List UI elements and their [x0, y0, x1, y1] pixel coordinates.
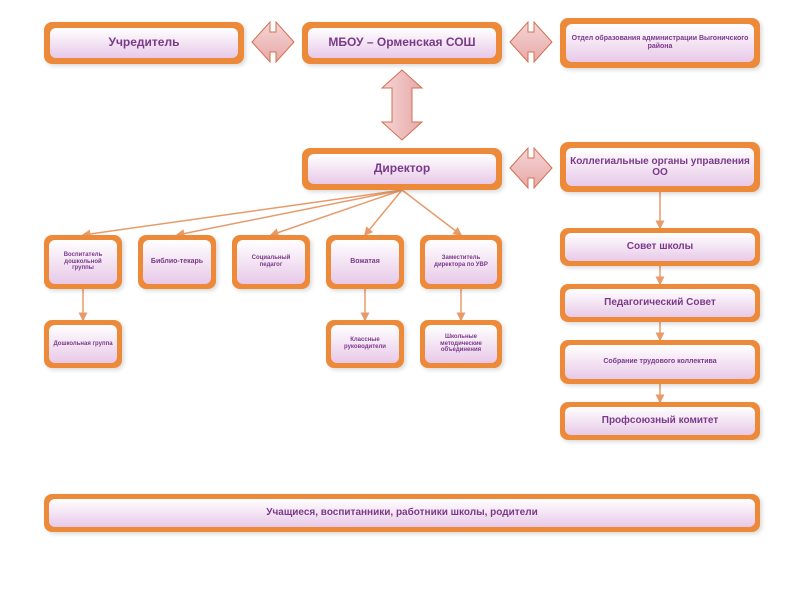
node-pedsovet: Педагогический Совет — [560, 284, 760, 322]
node-socped: Социальный педагог — [232, 235, 310, 289]
node-sobranie: Собрание трудового коллектива — [560, 340, 760, 384]
node-vozhat: Вожатая — [326, 235, 404, 289]
bidir-arrow-a1 — [252, 22, 294, 62]
node-sovet-label: Совет школы — [565, 233, 755, 261]
node-vozhat-label: Вожатая — [331, 240, 399, 284]
node-vospit-label: Воспитатель дошкольной группы — [49, 240, 117, 284]
node-biblio-label: Библио-текарь — [143, 240, 211, 284]
node-dept: Отдел образования администрации Выгоничс… — [560, 18, 760, 68]
node-vospit: Воспитатель дошкольной группы — [44, 235, 122, 289]
node-collegial: Коллегиальные органы управления ОО — [560, 142, 760, 192]
connector-4 — [402, 190, 461, 235]
node-students: Учащиеся, воспитанники, работники школы,… — [44, 494, 760, 532]
node-collegial-label: Коллегиальные органы управления ОО — [566, 148, 754, 186]
node-pedsovet-label: Педагогический Совет — [565, 289, 755, 317]
connector-0 — [83, 190, 402, 235]
node-doshgroup-label: Дошкольная группа — [49, 325, 117, 363]
node-metod-label: Школьные методические объединения — [425, 325, 497, 363]
bidir-arrow-a3 — [382, 70, 422, 140]
node-zamdir-label: Заместитель директора по УВР — [425, 240, 497, 284]
node-school-label: МБОУ – Орменская СОШ — [308, 28, 496, 58]
bidir-arrow-a2 — [510, 22, 552, 62]
node-director-label: Директор — [308, 154, 496, 184]
node-dept-label: Отдел образования администрации Выгоничс… — [566, 24, 754, 62]
node-klassruk: Классные руководители — [326, 320, 404, 368]
node-zamdir: Заместитель директора по УВР — [420, 235, 502, 289]
node-profkom-label: Профсоюзный комитет — [565, 407, 755, 435]
node-profkom: Профсоюзный комитет — [560, 402, 760, 440]
connector-1 — [177, 190, 402, 235]
node-sovet: Совет школы — [560, 228, 760, 266]
node-metod: Школьные методические объединения — [420, 320, 502, 368]
node-klassruk-label: Классные руководители — [331, 325, 399, 363]
node-biblio: Библио-текарь — [138, 235, 216, 289]
node-school: МБОУ – Орменская СОШ — [302, 22, 502, 64]
node-sobranie-label: Собрание трудового коллектива — [565, 345, 755, 379]
node-socped-label: Социальный педагог — [237, 240, 305, 284]
node-students-label: Учащиеся, воспитанники, работники школы,… — [49, 499, 755, 527]
connector-2 — [271, 190, 402, 235]
connector-3 — [365, 190, 402, 235]
bidir-arrow-a4 — [510, 148, 552, 188]
node-director: Директор — [302, 148, 502, 190]
node-doshgroup: Дошкольная группа — [44, 320, 122, 368]
node-founder-label: Учредитель — [50, 28, 238, 58]
node-founder: Учредитель — [44, 22, 244, 64]
